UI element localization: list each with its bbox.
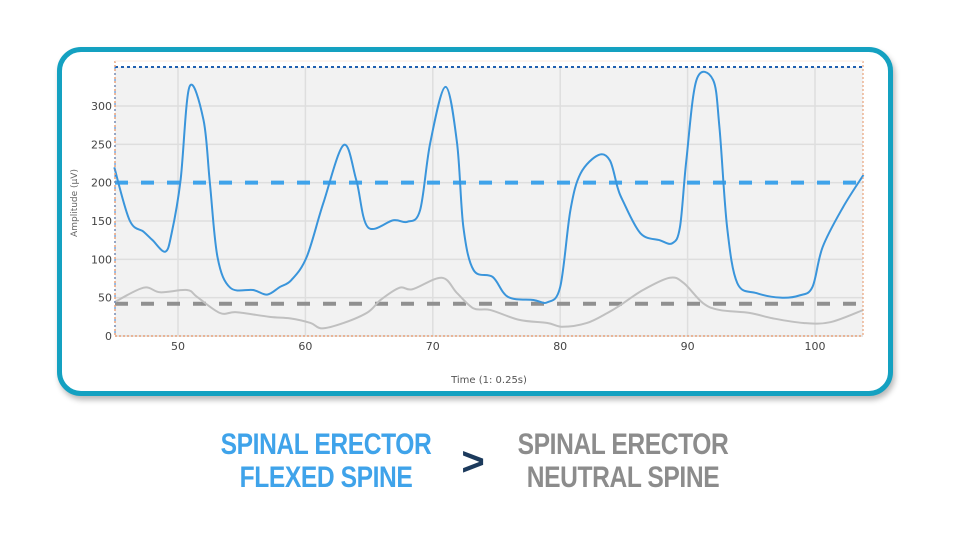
plot-borders [114,60,864,337]
reference-lines [115,66,863,306]
flexed-caption-line1: SPINAL ERECTOR [220,428,432,461]
y-tick-label: 100 [91,253,112,266]
x-axis-ticks: 50 60 70 80 90 100 [171,340,826,353]
grid-lines [115,67,863,337]
plot-area [115,67,863,336]
x-tick-label: 100 [805,340,826,353]
y-tick-label: 300 [91,100,112,113]
y-axis-label: Amplitude (μV) [70,169,80,237]
x-tick-label: 60 [298,340,312,353]
y-axis-ticks: 0 50 100 150 200 250 300 [91,100,112,343]
y-tick-label: 0 [105,330,112,343]
greater-than-symbol: > [461,440,485,484]
x-axis-label: Time (1: 0.25s) [450,375,527,386]
data-series [113,70,865,330]
flexed-spine-caption: SPINAL ERECTOR FLEXED SPINE [219,428,432,494]
x-tick-label: 80 [553,340,567,353]
neutral-spine-caption: SPINAL ERECTOR NEUTRAL SPINE [516,428,729,494]
flexed-spine-series [113,70,865,304]
x-tick-label: 50 [171,340,185,353]
y-tick-label: 200 [91,177,112,190]
y-tick-label: 50 [98,292,112,305]
y-tick-label: 150 [91,215,112,228]
neutral-spine-series [113,276,864,330]
x-tick-label: 70 [426,340,440,353]
flexed-caption-line2: FLEXED SPINE [239,461,413,494]
y-tick-label: 250 [91,138,112,151]
x-tick-label: 90 [681,340,695,353]
neutral-caption-line2: NEUTRAL SPINE [526,461,720,494]
neutral-caption-line1: SPINAL ERECTOR [517,428,729,461]
